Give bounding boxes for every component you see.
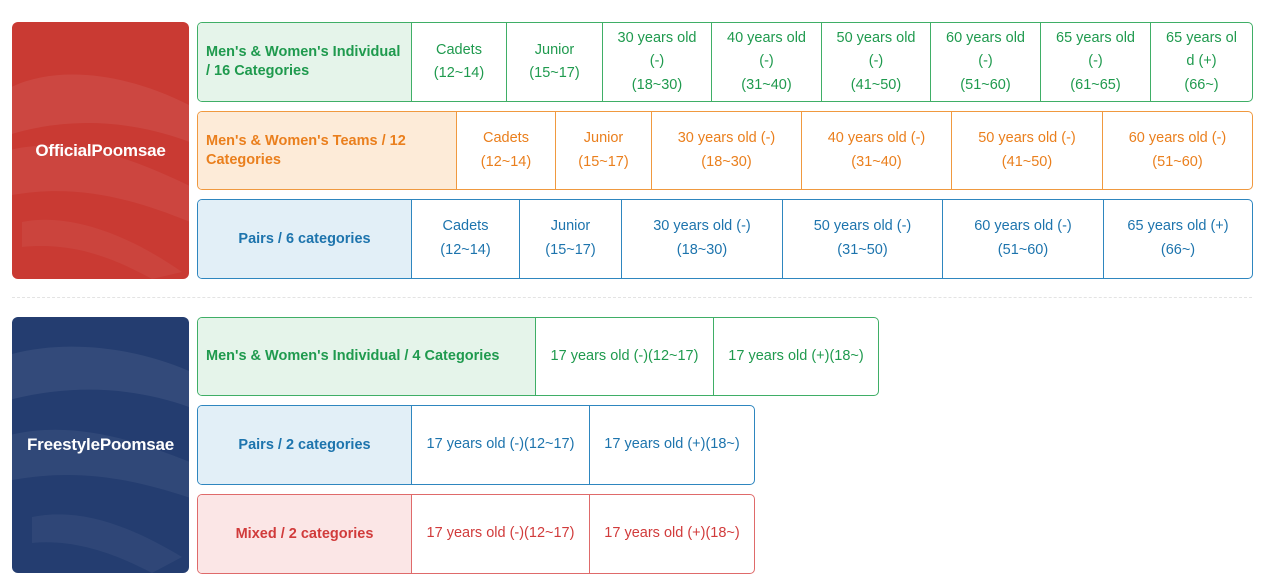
freestyle-mixed-heading: Mixed / 2 categories	[198, 495, 411, 573]
cell-line: (18~30)	[676, 242, 728, 258]
cell-line: (31~40)	[741, 76, 792, 93]
category-cell-30: 30 years old (-) (18~30)	[602, 23, 711, 101]
freestyle-individual-row: Men's & Women's Individual / 4 Categorie…	[197, 317, 879, 396]
section-divider	[12, 297, 1252, 298]
cell-line: Junior	[534, 41, 575, 58]
cell-line: 30 years old (-)	[677, 129, 776, 146]
cell-line: (-)	[759, 53, 774, 70]
cell-line: (12~14)	[433, 65, 485, 81]
cell-line: (31~50)	[837, 242, 888, 258]
freestyle-individual-heading: Men's & Women's Individual / 4 Categorie…	[198, 318, 535, 395]
cell-line: (15~17)	[529, 65, 580, 81]
cell-line: (51~60)	[960, 76, 1011, 93]
official-individual-heading: Men's & Women's Individual / 16 Categori…	[198, 23, 411, 101]
cell-line: 30 years old (-)	[653, 218, 751, 235]
category-cell-65-plus: 65 years ol d (+) (66~)	[1150, 23, 1252, 101]
cell-line: (66~)	[1184, 76, 1219, 93]
cell-line: (12~14)	[480, 153, 532, 170]
cell-line: (12~14)	[440, 242, 491, 258]
category-cell-65-minus: 65 years old (-) (61~65)	[1040, 23, 1150, 101]
cell-line: 17 years old (+)(18~)	[728, 347, 864, 364]
cell-line: 65 years old	[1056, 30, 1135, 47]
category-cell-17-minus: 17 years old (-)(12~17)	[411, 406, 589, 484]
cell-line: (61~65)	[1070, 76, 1121, 93]
cell-line: 50 years old (-)	[978, 129, 1076, 146]
official-teams-row: Men's & Women's Teams / 12 Categories Ca…	[197, 111, 1253, 190]
cell-line: (-)	[978, 53, 993, 70]
cell-line: 60 years old	[946, 30, 1025, 47]
official-poomsae-panel: OfficialPoomsae	[12, 22, 189, 279]
cell-line: d (+)	[1186, 53, 1217, 70]
cell-line: (15~17)	[545, 242, 596, 258]
official-pairs-row: Pairs / 6 categories Cadets (12~14) Juni…	[197, 199, 1253, 279]
category-cell-cadets: Cadets (12~14)	[411, 200, 519, 278]
category-cell-junior: Junior (15~17)	[555, 112, 651, 189]
category-cell-65-plus: 65 years old (+) (66~)	[1103, 200, 1252, 278]
category-cell-50: 50 years old (-) (31~50)	[782, 200, 942, 278]
category-cell-60: 60 years old (-) (51~60)	[930, 23, 1040, 101]
cell-line: (18~30)	[701, 153, 752, 170]
cell-line: (41~50)	[1001, 153, 1053, 170]
cell-line: (41~50)	[850, 76, 902, 93]
cell-line: 65 years ol	[1166, 30, 1237, 47]
cell-line: 17 years old (-)(12~17)	[550, 347, 699, 364]
cell-line: 30 years old	[617, 30, 697, 47]
official-pairs-heading: Pairs / 6 categories	[198, 200, 411, 278]
category-cell-17-minus: 17 years old (-)(12~17)	[535, 318, 713, 395]
cell-line: 17 years old (+)(18~)	[604, 436, 740, 453]
cell-line: 50 years old (-)	[813, 218, 912, 235]
category-cell-junior: Junior (15~17)	[506, 23, 602, 101]
cell-line: (66~)	[1160, 242, 1196, 258]
cell-line: Cadets	[442, 218, 489, 235]
category-cell-30: 30 years old (-) (18~30)	[651, 112, 801, 189]
category-cell-40: 40 years old (-) (31~40)	[711, 23, 821, 101]
freestyle-pairs-row: Pairs / 2 categories 17 years old (-)(12…	[197, 405, 755, 485]
category-cell-17-plus: 17 years old (+)(18~)	[589, 406, 754, 484]
category-cell-50: 50 years old (-) (41~50)	[821, 23, 930, 101]
category-cell-17-plus: 17 years old (+)(18~)	[713, 318, 878, 395]
cell-line: (-)	[649, 53, 665, 70]
category-cell-50: 50 years old (-) (41~50)	[951, 112, 1102, 189]
freestyle-pairs-heading: Pairs / 2 categories	[198, 406, 411, 484]
brush-stroke-icon	[12, 346, 189, 573]
official-individual-row: Men's & Women's Individual / 16 Categori…	[197, 22, 1253, 102]
cell-line: (-)	[868, 53, 884, 70]
official-teams-heading: Men's & Women's Teams / 12 Categories	[198, 112, 456, 189]
cell-line: 60 years old (-)	[1128, 129, 1227, 146]
category-cell-cadets: Cadets (12~14)	[456, 112, 555, 189]
cell-line: Cadets	[483, 129, 529, 146]
cell-line: Junior	[583, 129, 624, 146]
category-cell-30: 30 years old (-) (18~30)	[621, 200, 782, 278]
category-cell-60: 60 years old (-) (51~60)	[942, 200, 1103, 278]
cell-line: (18~30)	[631, 76, 683, 93]
cell-line: (51~60)	[997, 242, 1049, 258]
cell-line: 50 years old	[836, 30, 916, 47]
cell-line: Cadets	[436, 41, 482, 58]
freestyle-mixed-row: Mixed / 2 categories 17 years old (-)(12…	[197, 494, 755, 574]
cell-line: (15~17)	[578, 153, 629, 170]
category-cell-60: 60 years old (-) (51~60)	[1102, 112, 1252, 189]
freestyle-poomsae-title: FreestylePoomsae	[26, 435, 175, 454]
category-cell-cadets: Cadets (12~14)	[411, 23, 506, 101]
cell-line: (-)	[1088, 53, 1103, 70]
cell-line: (51~60)	[1152, 153, 1203, 170]
cell-line: 17 years old (+)(18~)	[604, 525, 740, 542]
brush-stroke-icon	[12, 74, 189, 279]
cell-line: 17 years old (-)(12~17)	[426, 525, 575, 542]
category-cell-17-plus: 17 years old (+)(18~)	[589, 495, 754, 573]
cell-line: 40 years old (-)	[827, 129, 926, 146]
category-cell-17-minus: 17 years old (-)(12~17)	[411, 495, 589, 573]
cell-line: 40 years old	[727, 30, 806, 47]
cell-line: 17 years old (-)(12~17)	[426, 436, 575, 453]
cell-line: 65 years old (+)	[1127, 218, 1229, 235]
freestyle-poomsae-panel: FreestylePoomsae	[12, 317, 189, 573]
cell-line: 60 years old (-)	[974, 218, 1072, 235]
cell-line: (31~40)	[851, 153, 902, 170]
cell-line: Junior	[550, 218, 591, 235]
official-poomsae-title: OfficialPoomsae	[35, 140, 166, 160]
category-cell-40: 40 years old (-) (31~40)	[801, 112, 951, 189]
category-cell-junior: Junior (15~17)	[519, 200, 621, 278]
